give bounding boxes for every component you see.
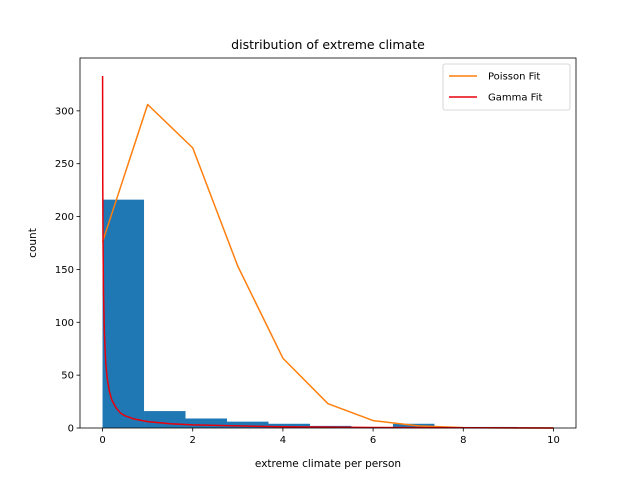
series-line-gamma-fit bbox=[101, 75, 554, 429]
x-axis-label: extreme climate per person bbox=[255, 458, 401, 470]
y-axis-label: count bbox=[27, 228, 39, 258]
y-tick-label: 0 bbox=[68, 424, 74, 435]
x-tick-label: 10 bbox=[547, 435, 560, 446]
legend-label: Gamma Fit bbox=[488, 93, 542, 104]
y-tick-label: 150 bbox=[55, 265, 74, 276]
histogram-bars bbox=[102, 199, 518, 428]
x-tick-label: 8 bbox=[460, 435, 466, 446]
chart-title: distribution of extreme climate bbox=[231, 37, 425, 52]
legend-label: Poisson Fit bbox=[488, 72, 540, 83]
histogram-bar bbox=[144, 411, 186, 428]
legend: Poisson Fit Gamma Fit bbox=[442, 63, 571, 111]
x-tick-label: 2 bbox=[190, 435, 196, 446]
y-tick-label: 200 bbox=[55, 212, 74, 223]
y-axis-ticks: 0 50 100 150 200 250 300 bbox=[55, 106, 80, 435]
histogram-bar bbox=[268, 423, 310, 428]
histogram-bar bbox=[185, 418, 227, 428]
x-tick-label: 4 bbox=[280, 435, 286, 446]
histogram-bar bbox=[226, 421, 269, 428]
y-tick-label: 250 bbox=[55, 159, 74, 170]
y-tick-label: 100 bbox=[55, 318, 74, 329]
y-tick-label: 50 bbox=[61, 371, 74, 382]
x-tick-label: 6 bbox=[370, 435, 376, 446]
fit-lines bbox=[101, 75, 554, 429]
plot-frame bbox=[79, 57, 577, 429]
x-axis-ticks: 0 2 4 6 8 10 bbox=[99, 428, 560, 446]
y-tick-label: 300 bbox=[55, 106, 74, 117]
series-line-poisson-fit bbox=[101, 103, 554, 429]
x-tick-label: 0 bbox=[99, 435, 105, 446]
histogram-bar bbox=[102, 199, 145, 428]
